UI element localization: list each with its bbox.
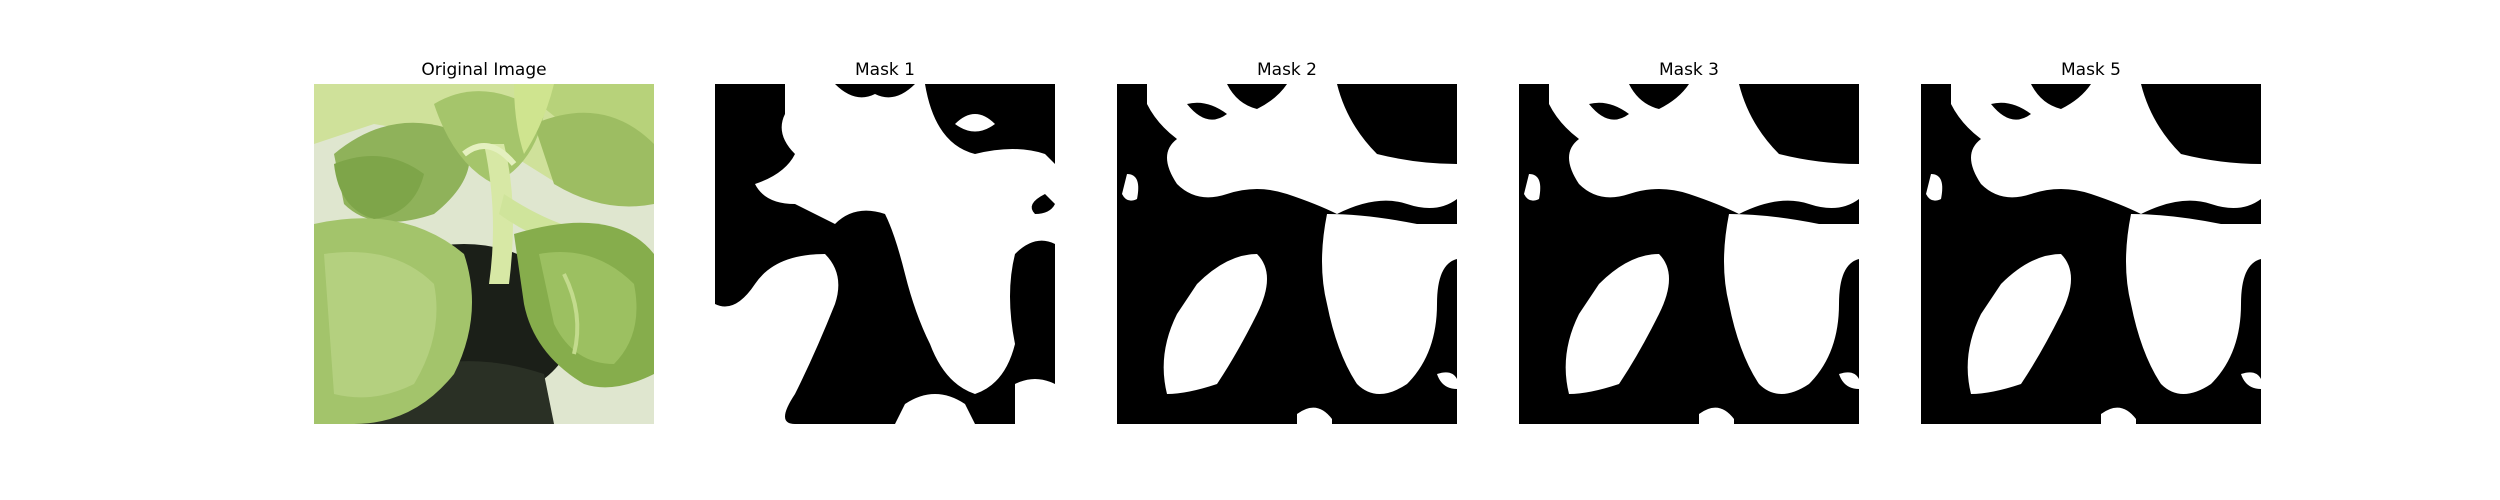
panel-mask-1: Mask 1	[715, 0, 1055, 500]
mask-image	[1519, 84, 1859, 424]
panel-mask-5: Mask 5	[1921, 0, 2261, 500]
panel-title: Mask 2	[1256, 60, 1317, 80]
original-image	[314, 84, 654, 424]
panel-original-image: Original Image	[314, 0, 654, 500]
panel-title: Mask 5	[2060, 60, 2121, 80]
panel-mask-3: Mask 3	[1519, 0, 1859, 500]
panel-title: Mask 3	[1658, 60, 1719, 80]
mask-image	[1117, 84, 1457, 424]
panel-title: Original Image	[421, 60, 547, 80]
panel-mask-2: Mask 2	[1117, 0, 1457, 500]
mask-image	[1921, 84, 2261, 424]
panel-title: Mask 1	[854, 60, 915, 80]
mask-image	[715, 84, 1055, 424]
